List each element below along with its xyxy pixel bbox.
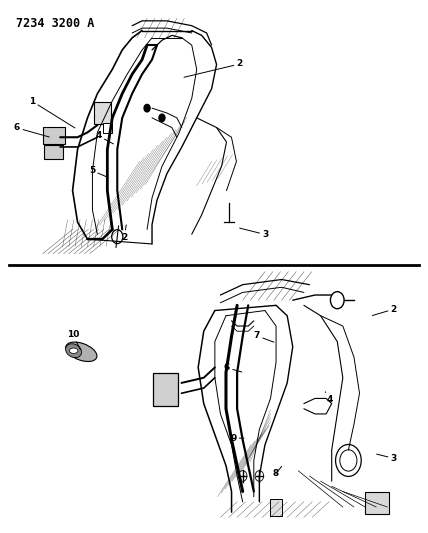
Ellipse shape bbox=[69, 348, 78, 353]
Text: 6: 6 bbox=[14, 124, 49, 137]
Text: 4: 4 bbox=[95, 132, 113, 144]
Text: 2: 2 bbox=[121, 225, 127, 241]
Ellipse shape bbox=[66, 342, 97, 361]
Text: 2: 2 bbox=[184, 60, 243, 77]
Ellipse shape bbox=[65, 344, 82, 358]
Text: 1: 1 bbox=[29, 97, 75, 128]
Text: 3: 3 bbox=[377, 454, 397, 463]
Text: 9: 9 bbox=[230, 434, 244, 442]
FancyBboxPatch shape bbox=[43, 127, 65, 144]
Circle shape bbox=[159, 114, 165, 122]
FancyBboxPatch shape bbox=[365, 491, 389, 514]
Text: 2: 2 bbox=[372, 305, 397, 316]
Text: 3: 3 bbox=[240, 228, 268, 239]
Circle shape bbox=[144, 104, 150, 112]
Text: 6: 6 bbox=[224, 364, 242, 372]
Text: 7: 7 bbox=[254, 332, 274, 342]
Text: 8: 8 bbox=[273, 466, 282, 478]
FancyBboxPatch shape bbox=[153, 373, 178, 406]
Text: 7234 3200 A: 7234 3200 A bbox=[16, 17, 95, 30]
FancyBboxPatch shape bbox=[94, 102, 111, 124]
Text: 5: 5 bbox=[89, 166, 107, 177]
FancyBboxPatch shape bbox=[44, 145, 63, 159]
FancyBboxPatch shape bbox=[270, 499, 282, 516]
Text: 4: 4 bbox=[325, 392, 333, 404]
FancyBboxPatch shape bbox=[103, 123, 112, 133]
Text: 10: 10 bbox=[67, 330, 80, 350]
